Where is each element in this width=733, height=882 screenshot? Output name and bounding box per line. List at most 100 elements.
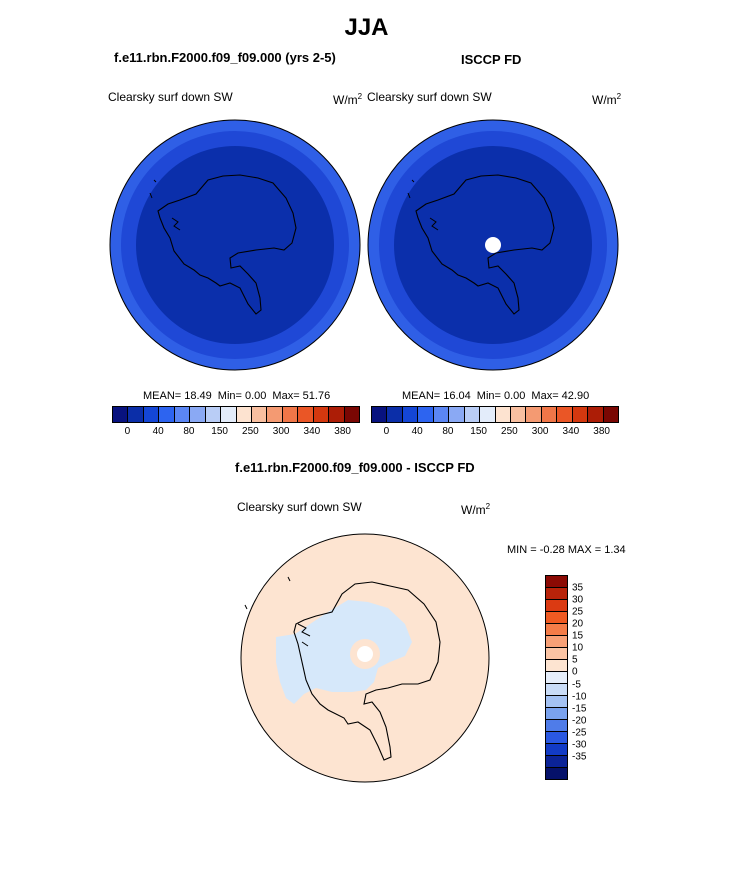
colorbar-swatch bbox=[174, 407, 191, 422]
colorbar-tick-label: 40 bbox=[411, 426, 423, 437]
colorbar-level-label: 5 bbox=[572, 654, 578, 666]
colorbar-swatch bbox=[298, 407, 314, 422]
colorbar-tick-label: 380 bbox=[334, 426, 351, 437]
colorbar-swatch bbox=[546, 600, 567, 612]
colorbar-swatch bbox=[464, 407, 481, 422]
diff-polar-map bbox=[240, 533, 490, 783]
colorbar-swatch bbox=[546, 708, 567, 720]
colorbar-swatch bbox=[541, 407, 558, 422]
colorbar-tick-label: 380 bbox=[593, 426, 610, 437]
model-panel-title: f.e11.rbn.F2000.f09_f09.000 (yrs 2-5) bbox=[114, 50, 336, 65]
colorbar-level-label: 30 bbox=[572, 594, 584, 606]
colorbar-level-label: 15 bbox=[572, 630, 584, 642]
colorbar-swatch bbox=[526, 407, 542, 422]
colorbar-swatch bbox=[546, 612, 567, 624]
colorbar-level-label: 25 bbox=[572, 606, 584, 618]
colorbar-level-label: -10 bbox=[572, 691, 587, 703]
colorbar-swatch bbox=[572, 407, 589, 422]
colorbar-swatch bbox=[433, 407, 450, 422]
season-title: JJA bbox=[344, 14, 389, 41]
obs-stats: MEAN= 16.04 Min= 0.00 Max= 42.90 bbox=[402, 390, 590, 402]
colorbar-swatch bbox=[282, 407, 299, 422]
colorbar-swatch bbox=[143, 407, 160, 422]
model-colorbar bbox=[112, 406, 360, 423]
model-polar-map bbox=[109, 119, 361, 371]
colorbar-swatch bbox=[267, 407, 283, 422]
colorbar-tick-label: 340 bbox=[303, 426, 321, 437]
colorbar-swatch bbox=[236, 407, 252, 422]
colorbar-tick-label: 300 bbox=[531, 426, 549, 437]
colorbar-level-label: 10 bbox=[572, 642, 584, 654]
colorbar-swatch bbox=[546, 732, 567, 744]
colorbar-tick-label: 80 bbox=[442, 426, 454, 437]
obs-units-label: W/m2 bbox=[592, 92, 622, 107]
colorbar-tick-label: 40 bbox=[152, 426, 164, 437]
colorbar-level-label: -35 bbox=[572, 751, 587, 763]
colorbar-swatch bbox=[546, 660, 567, 672]
colorbar-tick-label: 340 bbox=[562, 426, 580, 437]
colorbar-tick-label: 0 bbox=[383, 426, 390, 437]
colorbar-swatch bbox=[603, 407, 618, 422]
colorbar-swatch bbox=[546, 768, 567, 779]
negative-difference-region bbox=[276, 600, 412, 704]
colorbar-swatch bbox=[546, 672, 567, 684]
colorbar-swatch bbox=[546, 588, 567, 600]
colorbar-swatch bbox=[372, 407, 388, 422]
model-variable-label: Clearsky surf down SW bbox=[108, 90, 233, 104]
colorbar-swatch bbox=[546, 648, 567, 660]
model-stats: MEAN= 18.49 Min= 0.00 Max= 51.76 bbox=[143, 390, 331, 402]
colorbar-tick-label: 0 bbox=[124, 426, 131, 437]
colorbar-swatch bbox=[546, 756, 567, 768]
diff-panel-title: f.e11.rbn.F2000.f09_f09.000 - ISCCP FD bbox=[235, 460, 475, 475]
colorbar-level-label: -20 bbox=[572, 715, 587, 727]
obs-variable-label: Clearsky surf down SW bbox=[367, 90, 492, 104]
obs-panel-title: ISCCP FD bbox=[461, 52, 522, 67]
colorbar-swatch bbox=[128, 407, 144, 422]
antarctica-coastline bbox=[157, 174, 297, 315]
diff-units-label: W/m2 bbox=[461, 502, 491, 517]
colorbar-swatch bbox=[546, 696, 567, 708]
colorbar-level-label: -30 bbox=[572, 739, 587, 751]
missing-data-pole bbox=[357, 646, 373, 662]
colorbar-swatch bbox=[510, 407, 527, 422]
colorbar-swatch bbox=[588, 407, 604, 422]
colorbar-tick-label: 80 bbox=[183, 426, 195, 437]
colorbar-swatch bbox=[546, 684, 567, 696]
colorbar-swatch bbox=[557, 407, 573, 422]
colorbar-swatch bbox=[387, 407, 403, 422]
colorbar-tick-label: 300 bbox=[272, 426, 290, 437]
colorbar-swatch bbox=[251, 407, 268, 422]
colorbar-level-label: -25 bbox=[572, 727, 587, 739]
colorbar-swatch bbox=[546, 720, 567, 732]
obs-polar-map bbox=[367, 119, 619, 371]
colorbar-tick-label: 250 bbox=[501, 426, 518, 437]
colorbar-swatch bbox=[418, 407, 434, 422]
colorbar-tick-label: 150 bbox=[211, 426, 228, 437]
colorbar-swatch bbox=[190, 407, 206, 422]
obs-colorbar bbox=[371, 406, 619, 423]
colorbar-level-label: 35 bbox=[572, 582, 584, 594]
colorbar-swatch bbox=[449, 407, 465, 422]
diff-colorbar bbox=[545, 575, 568, 780]
colorbar-swatch bbox=[221, 407, 237, 422]
colorbar-swatch bbox=[495, 407, 511, 422]
antarctica-coastline bbox=[293, 581, 441, 761]
colorbar-swatch bbox=[113, 407, 129, 422]
colorbar-swatch bbox=[159, 407, 175, 422]
colorbar-tick-label: 250 bbox=[242, 426, 259, 437]
colorbar-swatch bbox=[313, 407, 330, 422]
colorbar-level-label: 0 bbox=[572, 666, 578, 678]
colorbar-tick-label: 150 bbox=[470, 426, 487, 437]
colorbar-swatch bbox=[205, 407, 222, 422]
colorbar-swatch bbox=[546, 744, 567, 756]
model-units-label: W/m2 bbox=[333, 92, 363, 107]
colorbar-level-label: -15 bbox=[572, 703, 587, 715]
colorbar-swatch bbox=[329, 407, 345, 422]
diff-minmax: MIN = -0.28 MAX = 1.34 bbox=[507, 544, 626, 556]
colorbar-swatch bbox=[344, 407, 359, 422]
diff-variable-label: Clearsky surf down SW bbox=[237, 500, 362, 514]
colorbar-level-label: -5 bbox=[572, 679, 581, 691]
colorbar-swatch bbox=[546, 636, 567, 648]
colorbar-swatch bbox=[480, 407, 496, 422]
missing-data-pole bbox=[485, 237, 501, 253]
